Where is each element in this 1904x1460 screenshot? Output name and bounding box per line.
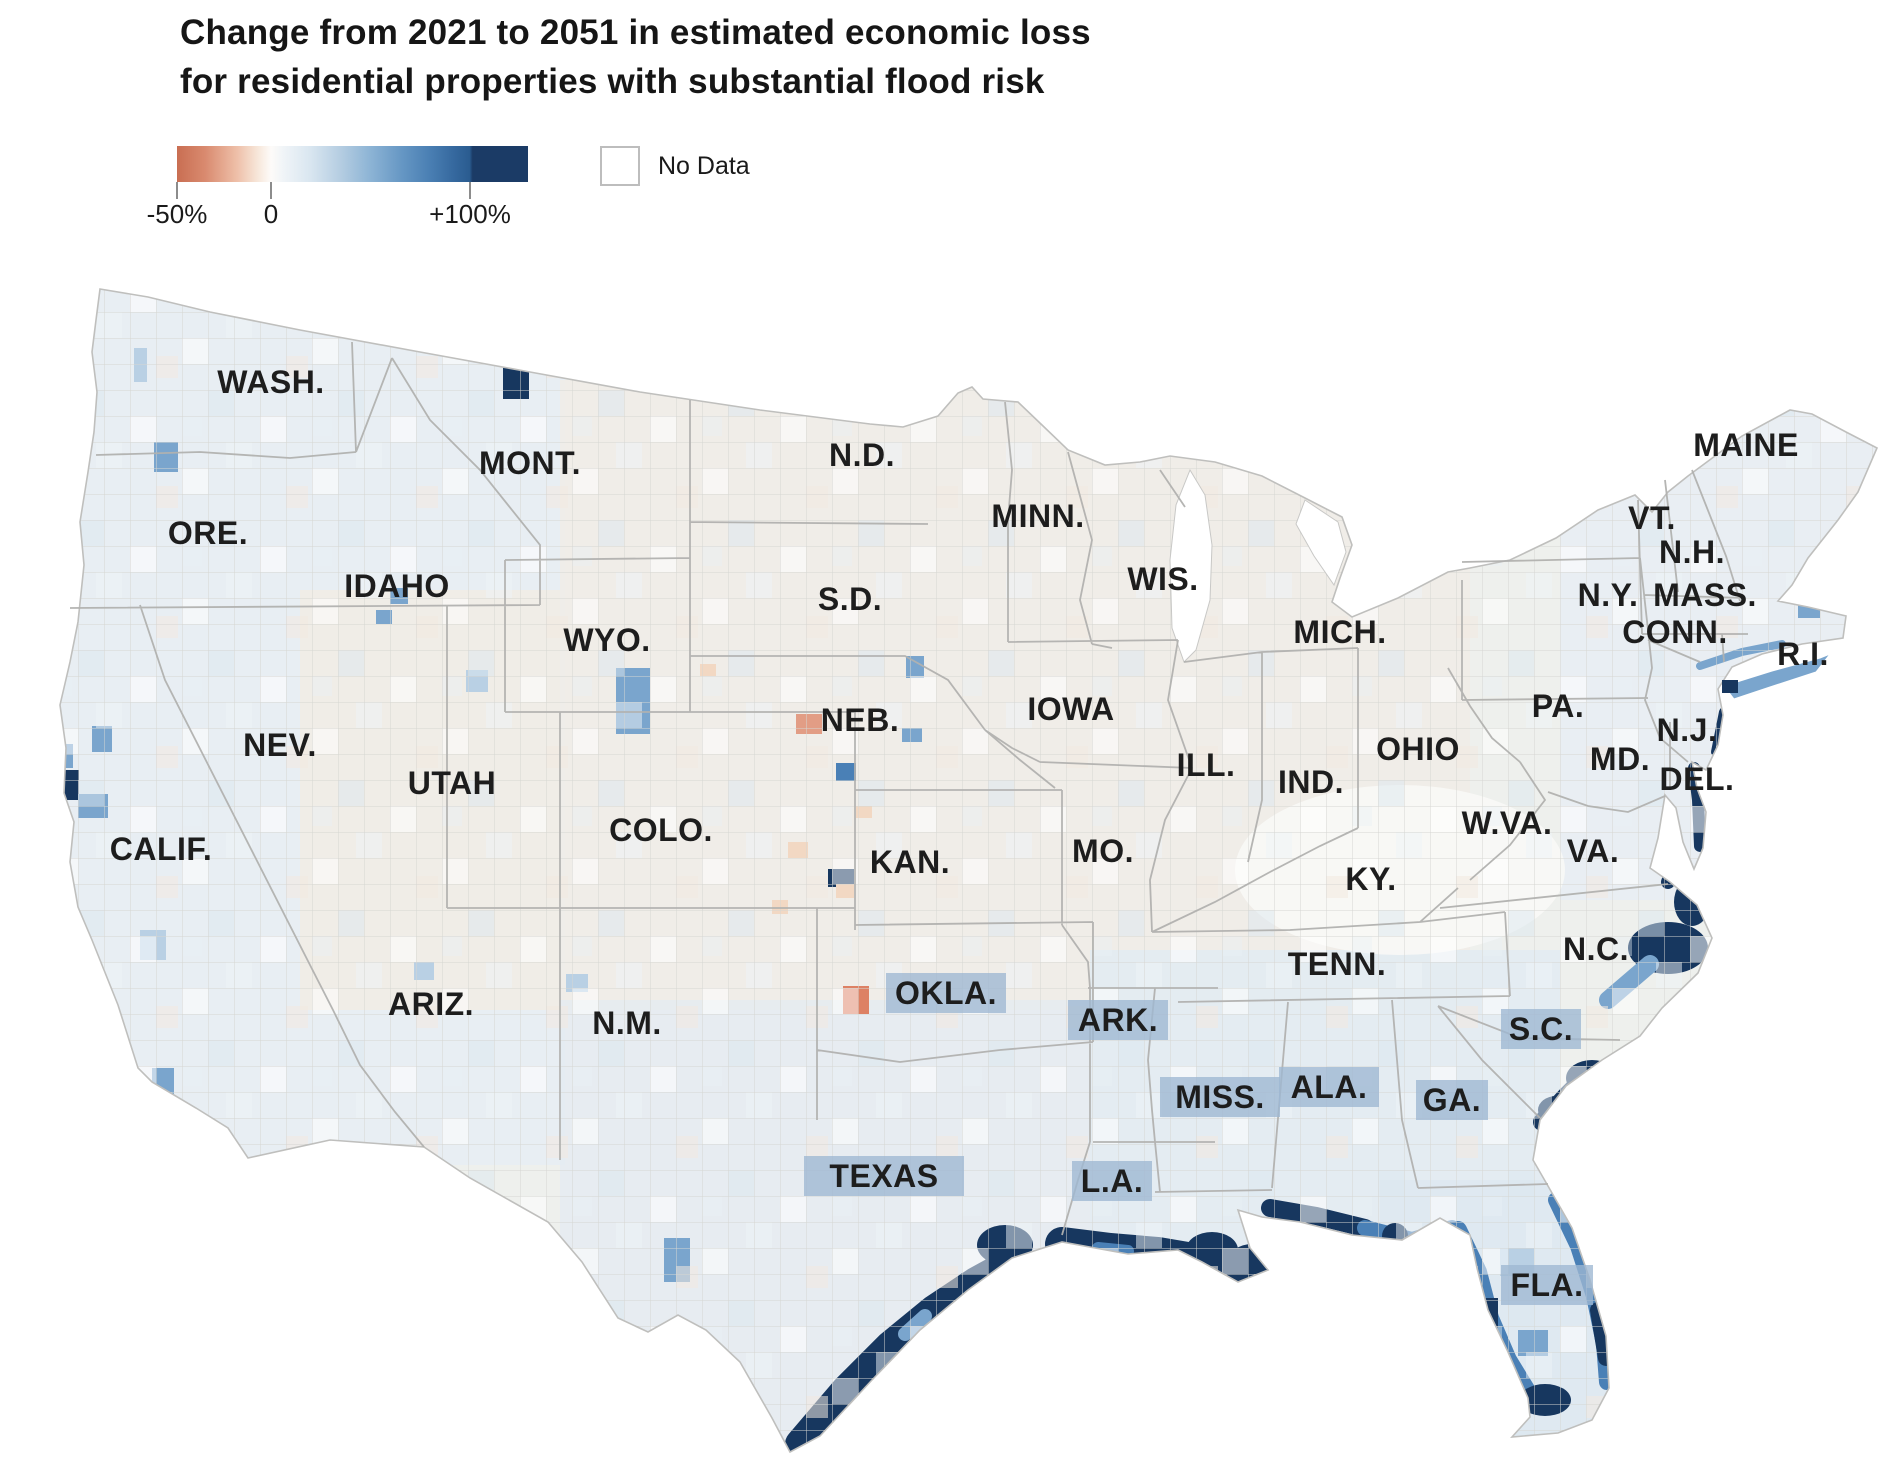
state-label-mich: MICH. [1293, 614, 1386, 650]
state-label-backgrounds [804, 973, 1593, 1305]
legend-no-data-swatch [600, 146, 640, 186]
state-label-ind: IND. [1278, 764, 1344, 800]
label-bg-okla [886, 973, 1006, 1013]
state-label-ariz: ARIZ. [388, 986, 474, 1022]
legend-label-zero: 0 [263, 199, 279, 229]
legend-label-min: -50% [146, 199, 208, 229]
legend-no-data-label: No Data [658, 152, 750, 180]
state-label-utah: UTAH [408, 765, 497, 801]
state-label-mass: MASS. [1653, 577, 1757, 613]
state-label-sc: S.C. [1509, 1011, 1573, 1047]
state-label-ohio: OHIO [1376, 731, 1460, 767]
state-label-maine: MAINE [1693, 427, 1799, 463]
state-label-okla: OKLA. [895, 975, 997, 1011]
state-label-tenn: TENN. [1288, 946, 1387, 982]
state-label-ri: R.I. [1777, 636, 1829, 672]
title-line-1: Change from 2021 to 2051 in estimated ec… [180, 13, 1091, 52]
state-label-minn: MINN. [991, 498, 1084, 534]
state-label-vt: VT. [1628, 500, 1676, 536]
state-label-wva: W.VA. [1462, 805, 1553, 841]
state-label-ny: N.Y. [1578, 577, 1639, 613]
state-label-wash: WASH. [217, 364, 324, 400]
label-bg-fla [1501, 1265, 1593, 1305]
navy-norfolk [1661, 855, 1683, 889]
label-bg-ga [1416, 1080, 1488, 1120]
state-label-conn: CONN. [1622, 614, 1728, 650]
state-label-texas: TEXAS [829, 1158, 938, 1194]
legend-label-max: +100% [429, 199, 511, 229]
state-label-nev: NEV. [243, 727, 317, 763]
state-label-sd: S.D. [818, 581, 882, 617]
state-label-mont: MONT. [479, 445, 581, 481]
state-label-idaho: IDAHO [344, 568, 450, 604]
state-label-nm: N.M. [592, 1005, 662, 1041]
label-bg-ark [1068, 1000, 1168, 1040]
lake-huron [1295, 499, 1347, 587]
state-label-miss: MISS. [1175, 1079, 1265, 1115]
state-label-ark: ARK. [1078, 1002, 1158, 1038]
label-bg-ala [1279, 1067, 1379, 1107]
state-label-colo: COLO. [609, 812, 713, 848]
state-label-la: L.A. [1081, 1163, 1143, 1199]
state-label-del: DEL. [1660, 761, 1735, 797]
label-bg-sc [1501, 1009, 1581, 1049]
page-title: Change from 2021 to 2051 in estimated ec… [180, 8, 1091, 106]
state-label-nj: N.J. [1657, 712, 1718, 748]
state-label-ga: GA. [1423, 1082, 1481, 1118]
state-label-calif: CALIF. [110, 831, 213, 867]
state-label-nc: N.C. [1563, 931, 1629, 967]
state-label-neb: NEB. [821, 702, 899, 738]
lake-michigan [1169, 468, 1213, 663]
state-label-ala: ALA. [1291, 1069, 1368, 1105]
state-labels: WASH. ORE. CALIF. NEV. IDAHO MONT. WYO. … [110, 364, 1829, 1303]
long-island [1723, 652, 1832, 700]
legend-gradient-bar [177, 146, 528, 182]
state-label-iowa: IOWA [1027, 691, 1114, 727]
title-line-2: for residential properties with substant… [180, 62, 1045, 101]
state-borders [69, 341, 1748, 1236]
state-label-nh: N.H. [1659, 534, 1725, 570]
label-bg-la [1072, 1161, 1152, 1201]
legend-tick-zero [270, 182, 272, 199]
state-label-md: MD. [1590, 741, 1650, 777]
state-label-ore: ORE. [168, 515, 248, 551]
state-label-nd: N.D. [829, 437, 895, 473]
state-label-ill: ILL. [1177, 747, 1236, 783]
navy-nyc [1722, 680, 1738, 693]
steel-north-dakota [886, 404, 902, 422]
label-bg-texas [804, 1156, 964, 1196]
state-label-va: VA. [1567, 833, 1619, 869]
legend-tick-max [469, 182, 471, 199]
state-label-kan: KAN. [870, 844, 950, 880]
state-label-mo: MO. [1072, 833, 1134, 869]
state-label-fla: FLA. [1510, 1267, 1583, 1303]
state-label-wis: WIS. [1127, 561, 1198, 597]
legend-tick-min [176, 182, 178, 199]
state-label-wyo: WYO. [563, 622, 650, 658]
state-label-pa: PA. [1532, 688, 1584, 724]
label-bg-miss [1160, 1077, 1280, 1117]
state-label-ky: KY. [1345, 861, 1396, 897]
